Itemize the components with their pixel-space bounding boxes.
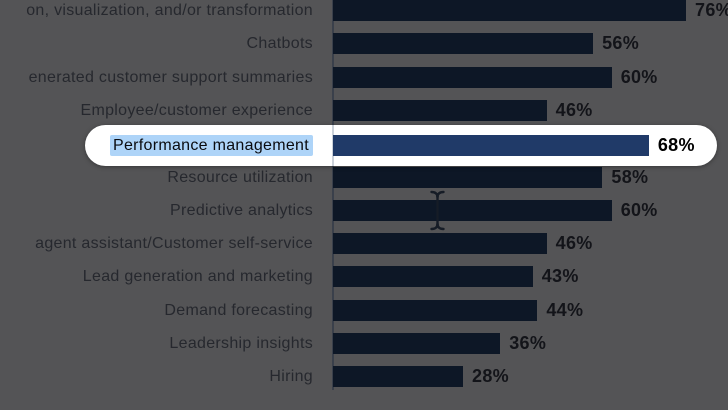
bar xyxy=(333,33,594,55)
chart-row: Resource utilization 58% xyxy=(0,166,728,188)
bar xyxy=(333,366,464,388)
value-label: 56% xyxy=(602,33,640,54)
chart-row: on, visualization, and/or transformation… xyxy=(0,0,728,21)
bar xyxy=(333,0,687,21)
bar xyxy=(333,333,501,354)
bar xyxy=(333,66,612,88)
highlighted-value-label: 68% xyxy=(657,135,695,155)
chart-row: enerated customer support summaries 60% xyxy=(0,66,728,88)
value-label: 28% xyxy=(472,366,509,387)
chart-row: Leadership insights 36% xyxy=(0,333,728,354)
chart-row: Lead generation and marketing 43% xyxy=(0,266,728,288)
category-label[interactable]: agent assistant/Customer self-service xyxy=(35,235,313,253)
chart-row: Employee/customer experience 46% xyxy=(0,99,728,121)
category-label[interactable]: Demand forecasting xyxy=(164,301,313,319)
bar xyxy=(333,266,533,288)
bar xyxy=(333,199,612,221)
bar xyxy=(333,299,538,321)
value-label: 36% xyxy=(509,333,547,353)
spotlight-capsule: Performance management 68% xyxy=(85,125,717,166)
category-label[interactable]: Leadership insights xyxy=(169,335,313,352)
category-label[interactable]: Lead generation and marketing xyxy=(82,268,313,286)
chart-row: Chatbots 56% xyxy=(0,33,728,55)
bar xyxy=(333,166,603,188)
highlighted-bar[interactable] xyxy=(333,135,649,156)
value-label: 58% xyxy=(611,166,649,187)
value-label: 60% xyxy=(620,66,658,87)
category-label[interactable]: on, visualization, and/or transformation xyxy=(26,2,313,19)
category-label[interactable]: Predictive analytics xyxy=(170,201,313,219)
category-label[interactable]: Chatbots xyxy=(246,35,313,53)
category-label[interactable]: Resource utilization xyxy=(167,168,313,186)
value-label: 76% xyxy=(695,0,728,20)
category-label[interactable]: Employee/customer experience xyxy=(80,101,313,119)
bar xyxy=(333,233,547,255)
text-cursor-ibeam-icon xyxy=(430,190,445,231)
value-label: 44% xyxy=(546,299,584,320)
chart-row: agent assistant/Customer self-service 46% xyxy=(0,233,728,255)
chart-row: Predictive analytics 60% xyxy=(0,199,728,221)
highlighted-category-label[interactable]: Performance management xyxy=(109,135,313,156)
chart-row: Demand forecasting 44% xyxy=(0,299,728,321)
value-label: 46% xyxy=(555,233,593,254)
value-label: 60% xyxy=(620,199,658,220)
bar xyxy=(333,99,547,121)
value-label: 43% xyxy=(541,266,579,287)
category-label[interactable]: enerated customer support summaries xyxy=(28,68,313,86)
value-label: 46% xyxy=(555,99,593,120)
chart-row: Hiring 28% xyxy=(0,366,728,388)
y-axis-line xyxy=(332,0,334,390)
category-label[interactable]: Hiring xyxy=(269,368,313,386)
